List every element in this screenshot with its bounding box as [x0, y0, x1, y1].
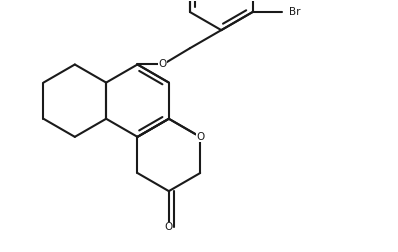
- Text: O: O: [165, 222, 173, 232]
- Text: O: O: [159, 59, 167, 70]
- Text: Br: Br: [289, 7, 300, 17]
- Text: O: O: [196, 132, 204, 142]
